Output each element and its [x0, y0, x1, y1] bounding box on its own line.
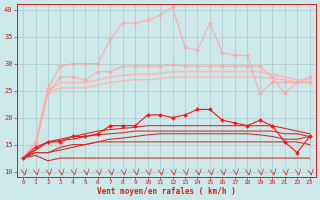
X-axis label: Vent moyen/en rafales ( km/h ): Vent moyen/en rafales ( km/h ): [97, 187, 236, 196]
